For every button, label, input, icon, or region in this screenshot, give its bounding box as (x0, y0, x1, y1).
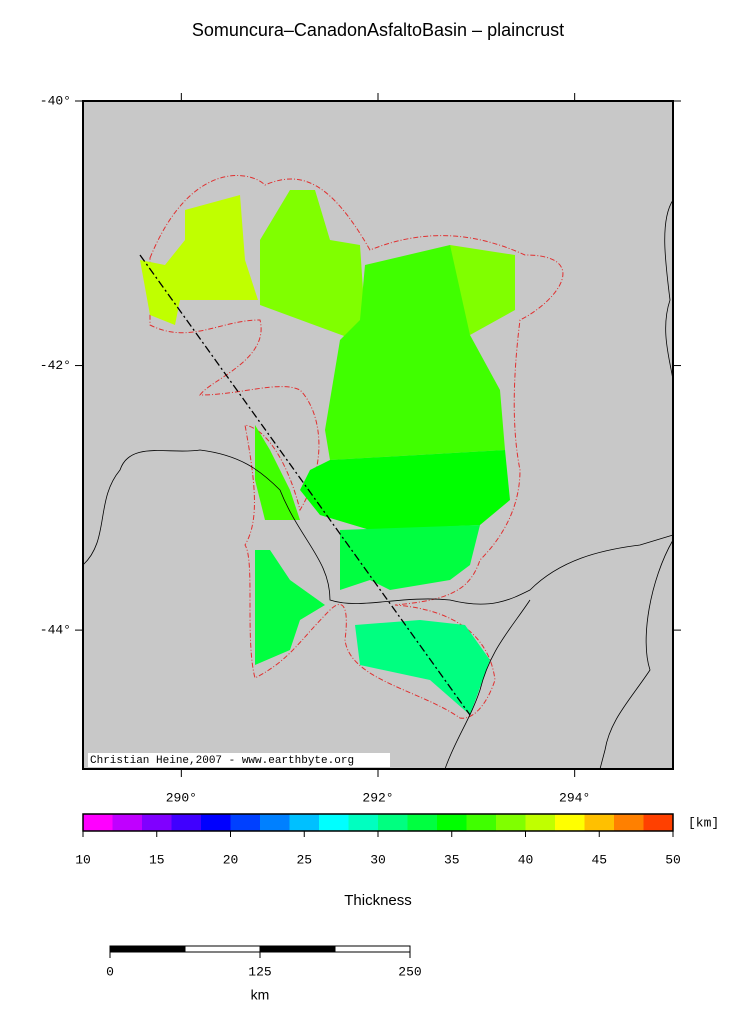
colorbar-segment (525, 814, 555, 831)
lon-label: 292° (362, 790, 393, 805)
colorbar-label: Thickness (344, 892, 412, 909)
map: Christian Heine,2007 - www.earthbyte.org (82, 100, 674, 770)
scalebar-segment (109, 945, 186, 953)
credit-box (88, 753, 390, 767)
colorbar-tick-label: 25 (296, 852, 312, 867)
scalebar-tick-label: 125 (248, 964, 271, 979)
colorbar-tick-label: 20 (223, 852, 239, 867)
crust-outline (149, 175, 564, 719)
credit: Christian Heine,2007 - www.earthbyte.org (90, 755, 354, 767)
colorbar-segment (260, 814, 290, 831)
colorbar-segment (112, 814, 142, 831)
colorbar-segment (643, 814, 673, 831)
colorbar-segment (555, 814, 585, 831)
scalebar-tick-label: 250 (398, 964, 421, 979)
colorbar-segment (171, 814, 201, 831)
colorbar-unit: [km] (688, 815, 719, 830)
colorbar-tick-label: 15 (149, 852, 165, 867)
colorbar-segment (407, 814, 437, 831)
colorbar-tick-label: 10 (75, 852, 91, 867)
thickness-region (340, 525, 480, 590)
scalebar-segment (334, 945, 411, 953)
scalebar-tick-label: 0 (106, 964, 114, 979)
colorbar-segment (348, 814, 378, 831)
colorbar-segment (614, 814, 644, 831)
colorbar-segment (584, 814, 614, 831)
lat-label: -44° (40, 623, 71, 638)
colorbar-segment (466, 814, 496, 831)
colorbar-tick-label: 45 (591, 852, 607, 867)
thickness-region (140, 195, 258, 325)
colorbar-segment (437, 814, 467, 831)
border-line (82, 449, 674, 605)
lon-label: 294° (559, 790, 590, 805)
colorbar-segment (378, 814, 408, 831)
colorbar-segment (289, 814, 319, 831)
profile-line (139, 254, 471, 716)
thickness-region (300, 450, 510, 530)
colorbar-tick-label: 40 (518, 852, 534, 867)
scalebar-segment (259, 945, 336, 953)
colorbar-tick-label: 35 (444, 852, 460, 867)
colorbar-segment (142, 814, 172, 831)
thickness-region (450, 245, 515, 335)
thickness-region (255, 550, 325, 665)
colorbar-segment (201, 814, 231, 831)
title: Somuncura–CanadonAsfaltoBasin – plaincru… (192, 20, 564, 40)
scalebar-segment (184, 945, 261, 953)
lon-label: 290° (166, 790, 197, 805)
colorbar-segment (496, 814, 526, 831)
colorbar-segment (83, 814, 113, 831)
coast-line (444, 199, 674, 770)
lat-label: -40° (40, 93, 71, 108)
thickness-region (255, 425, 300, 520)
thickness-region (355, 620, 490, 715)
colorbar-segment (230, 814, 260, 831)
lat-label: -42° (40, 358, 71, 373)
scalebar-unit: km (251, 987, 270, 1003)
thickness-region (325, 245, 505, 460)
thickness-region (260, 190, 365, 340)
colorbar-segment (319, 814, 349, 831)
colorbar-tick-label: 50 (665, 852, 681, 867)
colorbar-tick-label: 30 (370, 852, 386, 867)
